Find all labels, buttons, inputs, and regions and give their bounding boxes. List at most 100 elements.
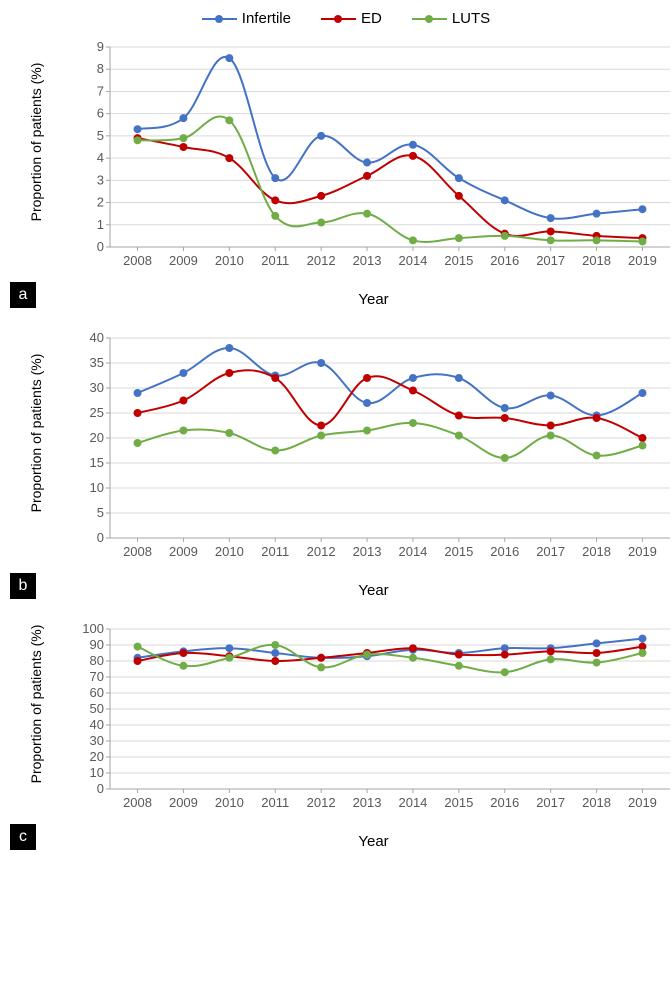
- svg-text:30: 30: [90, 733, 104, 748]
- svg-text:2008: 2008: [123, 253, 152, 268]
- series-marker: [455, 374, 463, 382]
- series-marker: [593, 452, 601, 460]
- series-marker: [134, 409, 142, 417]
- panel-c: Proportion of patients (%)01020304050607…: [10, 619, 672, 850]
- svg-text:60: 60: [90, 685, 104, 700]
- svg-text:20: 20: [90, 430, 104, 445]
- svg-text:3: 3: [97, 172, 104, 187]
- svg-text:2014: 2014: [398, 253, 427, 268]
- series-marker: [134, 389, 142, 397]
- series-marker: [547, 432, 555, 440]
- y-axis-label: Proportion of patients (%): [28, 343, 44, 523]
- svg-text:0: 0: [97, 239, 104, 254]
- series-marker: [638, 434, 646, 442]
- series-marker: [179, 134, 187, 142]
- series-marker: [501, 196, 509, 204]
- svg-text:70: 70: [90, 669, 104, 684]
- series-marker: [593, 639, 601, 647]
- series-marker: [271, 657, 279, 665]
- svg-text:2009: 2009: [169, 253, 198, 268]
- svg-text:40: 40: [90, 330, 104, 345]
- legend-item-ed: ED: [321, 10, 382, 27]
- svg-text:2011: 2011: [261, 253, 289, 268]
- svg-text:9: 9: [97, 39, 104, 54]
- y-axis-label: Proportion of patients (%): [28, 614, 44, 794]
- series-marker: [317, 132, 325, 140]
- svg-text:2011: 2011: [261, 795, 289, 810]
- series-marker: [179, 427, 187, 435]
- series-marker: [501, 414, 509, 422]
- chart-svg-a: 0123456789200820092010201120122013201420…: [65, 37, 672, 287]
- series-line-infertile: [138, 57, 643, 219]
- svg-text:10: 10: [90, 480, 104, 495]
- x-axis-label: Year: [65, 833, 672, 850]
- svg-text:2008: 2008: [123, 795, 152, 810]
- svg-text:2015: 2015: [444, 795, 473, 810]
- series-marker: [225, 644, 233, 652]
- series-marker: [455, 662, 463, 670]
- chart-svg-b: 0510152025303540200820092010201120122013…: [65, 328, 672, 578]
- svg-text:2010: 2010: [215, 253, 244, 268]
- series-marker: [179, 662, 187, 670]
- svg-text:10: 10: [90, 765, 104, 780]
- charts-container: Proportion of patients (%)01234567892008…: [10, 37, 672, 850]
- series-line-ed: [138, 370, 643, 438]
- series-marker: [593, 414, 601, 422]
- series-marker: [501, 651, 509, 659]
- series-marker: [593, 210, 601, 218]
- legend-item-infertile: Infertile: [202, 10, 291, 27]
- chart-svg-c: 0102030405060708090100200820092010201120…: [65, 619, 672, 829]
- svg-text:7: 7: [97, 83, 104, 98]
- series-marker: [225, 154, 233, 162]
- series-marker: [638, 205, 646, 213]
- svg-text:2012: 2012: [307, 795, 336, 810]
- series-marker: [638, 635, 646, 643]
- series-marker: [638, 237, 646, 245]
- y-axis-label: Proportion of patients (%): [28, 52, 44, 232]
- svg-text:2017: 2017: [536, 795, 565, 810]
- svg-text:20: 20: [90, 749, 104, 764]
- svg-text:2015: 2015: [444, 544, 473, 559]
- svg-text:2018: 2018: [582, 253, 611, 268]
- svg-text:2019: 2019: [628, 795, 657, 810]
- legend-swatch: [321, 18, 356, 20]
- series-marker: [271, 641, 279, 649]
- panel-a: Proportion of patients (%)01234567892008…: [10, 37, 672, 308]
- svg-text:8: 8: [97, 61, 104, 76]
- svg-text:2013: 2013: [353, 253, 382, 268]
- series-marker: [501, 232, 509, 240]
- svg-text:2010: 2010: [215, 795, 244, 810]
- series-marker: [363, 427, 371, 435]
- series-marker: [271, 196, 279, 204]
- svg-text:0: 0: [97, 530, 104, 545]
- svg-text:25: 25: [90, 405, 104, 420]
- series-marker: [455, 174, 463, 182]
- series-marker: [271, 174, 279, 182]
- svg-text:5: 5: [97, 505, 104, 520]
- legend-label: LUTS: [452, 10, 490, 27]
- series-marker: [547, 655, 555, 663]
- series-marker: [271, 447, 279, 455]
- series-marker: [317, 219, 325, 227]
- series-marker: [455, 234, 463, 242]
- legend-item-luts: LUTS: [412, 10, 490, 27]
- series-marker: [271, 212, 279, 220]
- series-marker: [271, 374, 279, 382]
- series-marker: [593, 236, 601, 244]
- series-marker: [179, 114, 187, 122]
- series-marker: [409, 644, 417, 652]
- series-marker: [179, 369, 187, 377]
- svg-text:90: 90: [90, 637, 104, 652]
- series-marker: [134, 125, 142, 133]
- series-marker: [134, 439, 142, 447]
- svg-text:40: 40: [90, 717, 104, 732]
- series-marker: [638, 389, 646, 397]
- series-marker: [363, 210, 371, 218]
- svg-text:2014: 2014: [398, 795, 427, 810]
- series-marker: [593, 649, 601, 657]
- svg-text:35: 35: [90, 355, 104, 370]
- series-marker: [547, 647, 555, 655]
- svg-text:100: 100: [82, 621, 104, 636]
- series-marker: [317, 663, 325, 671]
- series-marker: [409, 419, 417, 427]
